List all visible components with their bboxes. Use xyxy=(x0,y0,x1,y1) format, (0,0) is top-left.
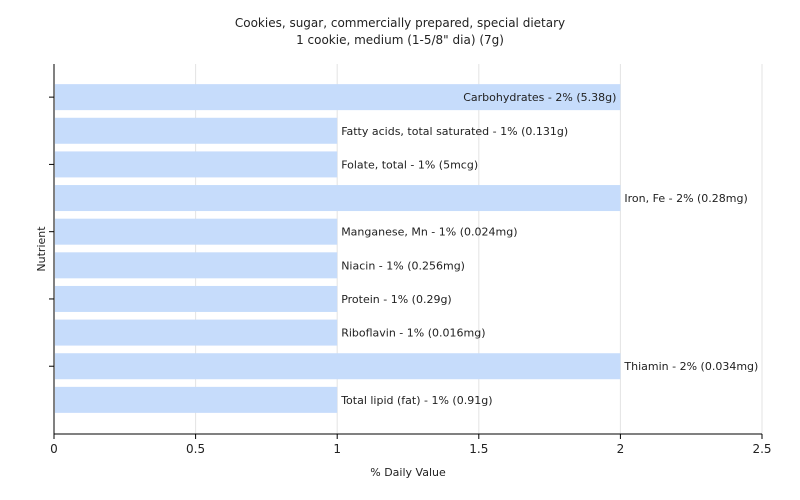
bar-label: Manganese, Mn - 1% (0.024mg) xyxy=(341,226,517,239)
bar xyxy=(55,252,338,279)
bar-label: Total lipid (fat) - 1% (0.91g) xyxy=(340,394,492,407)
bar xyxy=(55,319,338,346)
bar xyxy=(55,353,621,380)
x-tick-label: 2 xyxy=(617,442,625,456)
bar-label: Carbohydrates - 2% (5.38g) xyxy=(463,91,616,104)
bar xyxy=(55,218,338,245)
bars-group: Carbohydrates - 2% (5.38g) Fatty acids, t… xyxy=(55,84,758,413)
bar-label: Thiamin - 2% (0.034mg) xyxy=(623,360,758,373)
y-axis-label: Nutrient xyxy=(35,226,48,272)
chart-title: Cookies, sugar, commercially prepared, s… xyxy=(235,16,565,30)
x-tick-label: 1 xyxy=(333,442,341,456)
x-axis-label: % Daily Value xyxy=(370,466,446,479)
x-axis-ticks: 0 0.5 1 1.5 2 2.5 xyxy=(50,434,772,456)
bar xyxy=(55,185,621,212)
chart-subtitle: 1 cookie, medium (1-5/8" dia) (7g) xyxy=(296,33,504,47)
bar-label: Riboflavin - 1% (0.016mg) xyxy=(341,327,485,340)
bar xyxy=(55,151,338,178)
bar xyxy=(55,84,621,111)
x-tick-label: 0.5 xyxy=(186,442,205,456)
bar-label: Iron, Fe - 2% (0.28mg) xyxy=(624,192,747,205)
axes xyxy=(49,64,762,435)
bar-label: Niacin - 1% (0.256mg) xyxy=(341,259,465,272)
bar-label: Folate, total - 1% (5mcg) xyxy=(341,158,478,171)
x-tick-label: 0 xyxy=(50,442,58,456)
bar xyxy=(55,117,338,144)
x-tick-label: 2.5 xyxy=(752,442,771,456)
bar-label: Protein - 1% (0.29g) xyxy=(341,293,452,306)
x-tick-label: 1.5 xyxy=(469,442,488,456)
bar xyxy=(55,285,338,312)
bar-label: Fatty acids, total saturated - 1% (0.131… xyxy=(341,125,568,138)
bar xyxy=(55,386,338,413)
